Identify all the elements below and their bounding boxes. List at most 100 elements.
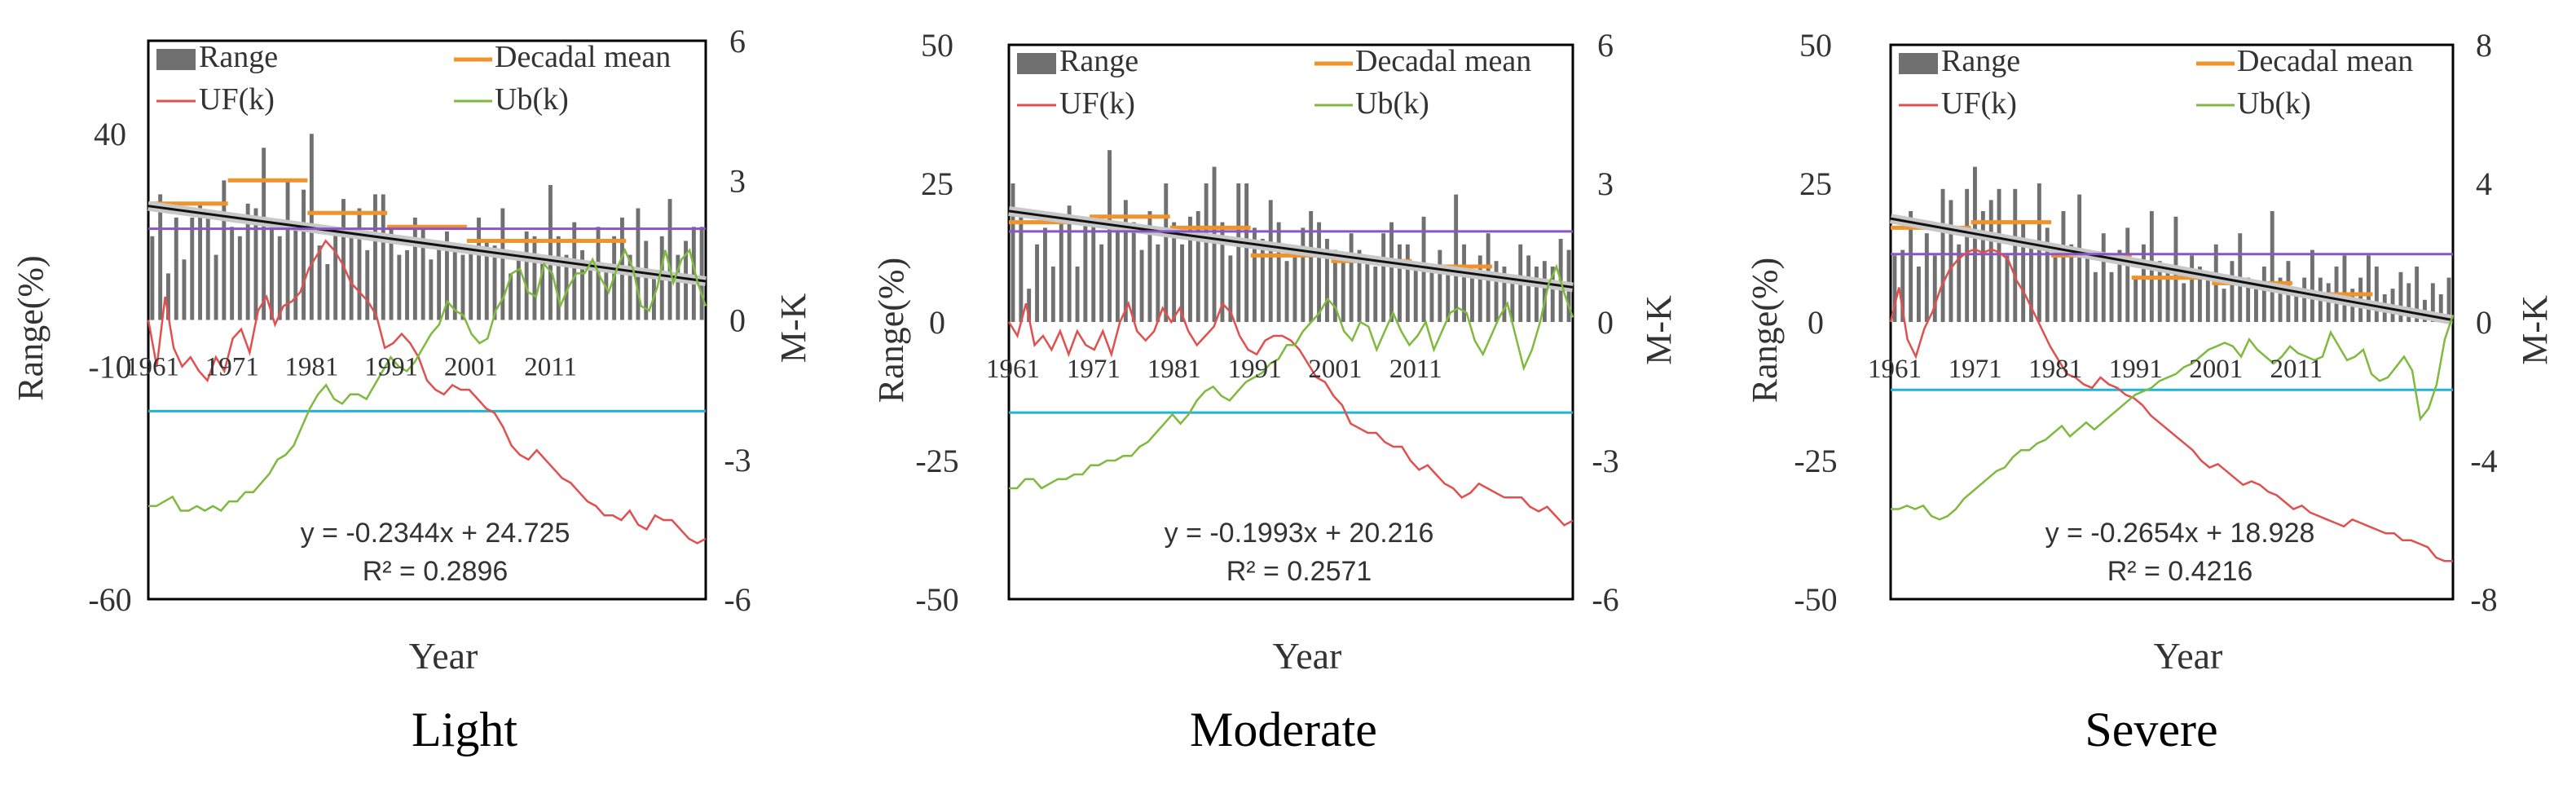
range-bar xyxy=(1438,249,1442,322)
range-bar xyxy=(2398,271,2403,322)
range-bar xyxy=(2037,183,2041,322)
range-bar xyxy=(460,254,465,320)
range-bar xyxy=(1973,166,1977,322)
range-bar xyxy=(1980,211,1985,322)
range-bar xyxy=(1236,183,1241,322)
range-bar xyxy=(1932,255,1937,322)
range-bar xyxy=(1405,244,1410,322)
range-bar xyxy=(564,254,569,320)
range-bar xyxy=(270,227,274,320)
legend-swatch-range xyxy=(1899,53,1938,74)
uf-series-line xyxy=(147,239,707,545)
x-tick-label: 1981 xyxy=(2028,355,2082,384)
uf-series-line xyxy=(1889,248,2453,562)
range-bar xyxy=(1059,216,1063,322)
range-bar xyxy=(667,199,672,320)
range-bar xyxy=(548,185,553,320)
range-bar xyxy=(1035,244,1039,322)
range-bar xyxy=(532,236,537,320)
legend-label-ub: Ub(k) xyxy=(495,82,569,117)
range-bar xyxy=(699,227,704,320)
range-bar xyxy=(437,245,442,320)
range-bar xyxy=(469,245,473,320)
range-bar xyxy=(1446,271,1451,322)
range-bar xyxy=(1147,211,1152,322)
y-axis-title: Range(%) xyxy=(871,258,911,403)
range-bar xyxy=(1019,211,1024,322)
y-tick-label: -10 xyxy=(88,349,131,386)
y2-tick-label: -3 xyxy=(1592,443,1618,479)
x-tick-label: 1991 xyxy=(364,353,418,382)
y2-tick-label: 3 xyxy=(1597,165,1614,202)
y-tick-label: -50 xyxy=(1794,581,1837,618)
range-bar xyxy=(285,180,290,320)
range-bar xyxy=(1510,277,1515,322)
y-tick-label: -50 xyxy=(915,581,958,618)
range-bar xyxy=(604,264,609,320)
range-bar xyxy=(2142,244,2146,322)
range-bar xyxy=(302,189,306,320)
range-bar xyxy=(2085,255,2089,322)
r-squared-label: R² = 0.2896 xyxy=(363,556,509,587)
legend-label-uf: UF(k) xyxy=(1059,86,1135,121)
y2-tick-label: 3 xyxy=(729,162,746,199)
range-bar xyxy=(1940,188,1945,322)
range-bar xyxy=(1550,267,1555,322)
range-bar xyxy=(2246,277,2251,322)
range-bar xyxy=(389,227,394,320)
range-bar xyxy=(1909,211,1913,322)
x-tick-label: 1991 xyxy=(2109,355,2163,384)
range-bar xyxy=(2367,255,2371,322)
y2-tick-label: 4 xyxy=(2476,165,2492,202)
range-bar xyxy=(484,240,489,320)
range-bar xyxy=(2101,233,2106,322)
range-bar xyxy=(2029,244,2033,322)
range-bar xyxy=(245,203,250,320)
range-bar xyxy=(1244,183,1249,322)
range-bar xyxy=(1139,249,1144,322)
range-bar xyxy=(1965,188,1970,322)
range-bar xyxy=(1957,244,1962,322)
range-bar xyxy=(1309,211,1314,322)
range-bar xyxy=(1373,267,1378,322)
range-bar xyxy=(1325,239,1329,322)
range-bar xyxy=(2326,283,2331,322)
range-bar xyxy=(373,194,377,320)
range-bar xyxy=(2254,289,2258,322)
range-bar xyxy=(1253,227,1257,322)
range-bar xyxy=(2165,271,2170,322)
range-bar xyxy=(1988,200,1993,322)
range-bar xyxy=(1470,271,1474,322)
y2-axis-title: M-K xyxy=(773,293,813,364)
range-bar xyxy=(452,245,457,320)
r-squared-label: R² = 0.2571 xyxy=(1226,556,1372,587)
range-bar xyxy=(1997,188,2001,322)
range-bar xyxy=(2270,211,2274,322)
range-bar xyxy=(222,180,227,320)
range-bar xyxy=(412,217,417,320)
range-bar xyxy=(1188,216,1192,322)
range-bar xyxy=(2125,227,2130,322)
range-bar xyxy=(1123,200,1128,322)
range-bar xyxy=(2261,267,2266,322)
range-bar xyxy=(1502,267,1507,322)
x-tick-label: 1971 xyxy=(1949,355,2002,384)
y-axis-title: Range(%) xyxy=(1745,258,1785,403)
range-bar xyxy=(1917,267,1921,322)
legend-label-decadal-mean: Decadal mean xyxy=(495,40,671,74)
x-tick-label: 1961 xyxy=(125,353,179,382)
range-bar xyxy=(158,194,163,320)
range-bar xyxy=(627,254,632,320)
x-tick-label: 2001 xyxy=(444,353,498,382)
legend-label-decadal-mean: Decadal mean xyxy=(2237,44,2413,78)
range-bar xyxy=(1099,244,1104,322)
range-bar xyxy=(262,148,266,320)
range-bar xyxy=(277,236,282,320)
range-bar xyxy=(1454,194,1459,322)
range-bar xyxy=(1075,267,1080,322)
x-axis-title: Year xyxy=(1273,635,1342,677)
plot-area-moderate: 1961 1971 1981 1991 2001 2011 50 25 0 -25 -50 6 3 0 -3… xyxy=(871,27,1679,677)
range-bar xyxy=(150,236,155,320)
legend-label-uf: UF(k) xyxy=(1941,86,2017,121)
y2-tick-label: 0 xyxy=(729,302,746,339)
